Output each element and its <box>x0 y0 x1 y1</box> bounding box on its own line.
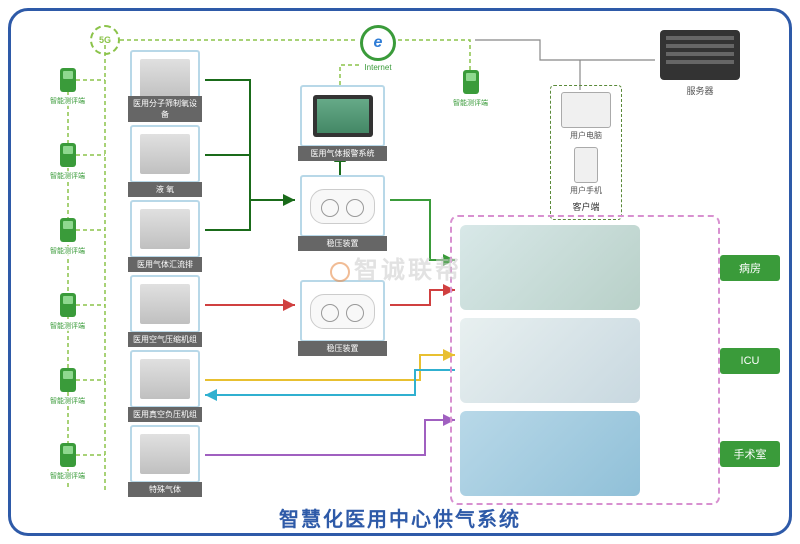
sensor-manifold: 智能测评端 <box>60 218 76 242</box>
internet-icon: e <box>360 25 396 61</box>
pressure2-node: 稳压装置 <box>300 280 385 342</box>
equipment-compressor: 医用空气压缩机组 <box>130 275 200 333</box>
phone-label: 用户手机 <box>557 185 615 196</box>
room-or: 手术室 <box>460 411 710 496</box>
equipment-liquid: 液 氧 <box>130 125 200 183</box>
alarm-node: 医用气体报警系统 <box>300 85 385 147</box>
fiveg-icon: 5G <box>90 25 120 55</box>
equipment-special: 特殊气体 <box>130 425 200 483</box>
internet-label: Internet <box>356 63 400 72</box>
clients-frame: 用户电脑 用户手机 客户端 <box>550 85 622 220</box>
room-icu: ICU <box>460 318 710 403</box>
alarm-label: 医用气体报警系统 <box>298 146 387 161</box>
pressure2-label: 稳压装置 <box>298 341 387 356</box>
pressure1-node: 稳压装置 <box>300 175 385 237</box>
rooms-frame: 病房ICU手术室 <box>450 215 720 505</box>
server-label: 服务器 <box>660 84 740 97</box>
pc-icon <box>561 92 611 128</box>
phone-icon <box>574 147 598 183</box>
room-ward: 病房 <box>460 225 710 310</box>
internet-node: e Internet <box>360 25 396 61</box>
pressure1-label: 稳压装置 <box>298 236 387 251</box>
sensor-special: 智能测评端 <box>60 443 76 467</box>
diagram-title: 智慧化医用中心供气系统 <box>279 503 521 532</box>
equipment-manifold: 医用气体汇流排 <box>130 200 200 258</box>
sensor-oxygen: 智能测评端 <box>60 68 76 92</box>
clients-label: 客户端 <box>557 200 615 213</box>
equipment-oxygen: 医用分子筛制氧设备 <box>130 50 200 108</box>
sensor-compressor: 智能测评端 <box>60 293 76 317</box>
server-node: 服务器 <box>660 30 740 80</box>
pc-label: 用户电脑 <box>557 130 615 141</box>
sensor-net: 智能测评端 <box>463 70 479 94</box>
fiveg-label: 5G <box>90 25 120 55</box>
equipment-vacuum: 医用真空负压机组 <box>130 350 200 408</box>
sensor-liquid: 智能测评端 <box>60 143 76 167</box>
sensor-vacuum: 智能测评端 <box>60 368 76 392</box>
watermark: 智诚联帮 <box>330 250 462 285</box>
